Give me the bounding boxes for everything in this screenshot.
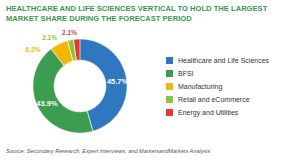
html-text:Source: Secondary Research, Ex: Source: Secondary Research, Expert Inter… [6,148,211,154]
html-text:Healthcare and Life Sciences: Healthcare and Life Sciences [178,56,270,64]
html-text:Energy and Utilities: Energy and Utilities [178,108,239,116]
svg-text:45.7%: 45.7% [107,77,129,86]
html-text:HEALTHCARE AND LIFE SCIENCES V: HEALTHCARE AND LIFE SCIENCES VERTICAL TO… [6,4,268,23]
html-text:BFSI: BFSI [178,69,194,77]
svg-text:2.1%: 2.1% [62,29,77,36]
svg-text:43.9%: 43.9% [36,99,58,108]
html-text:Retail and eCommerce: Retail and eCommerce [178,95,250,103]
html-text:Manufacturing: Manufacturing [178,82,223,90]
svg-text:2.1%: 2.1% [42,34,57,41]
svg-text:6.2%: 6.2% [26,46,41,53]
